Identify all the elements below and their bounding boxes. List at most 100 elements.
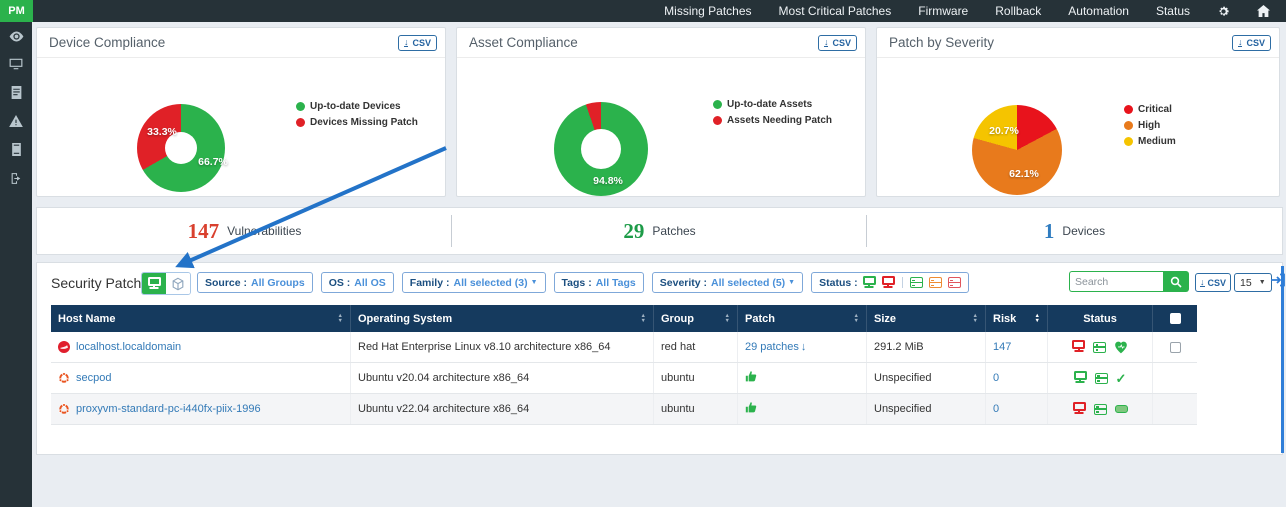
row-checkbox[interactable] xyxy=(1169,341,1181,353)
patch-severity-chart[interactable] xyxy=(972,105,1062,195)
col-host-name[interactable]: Host Name xyxy=(51,305,351,332)
view-toggle xyxy=(141,272,191,295)
stat-label: Patches xyxy=(652,224,696,238)
col-size[interactable]: Size xyxy=(867,305,986,332)
chevron-down-icon xyxy=(788,279,795,286)
select-cell xyxy=(1153,332,1197,362)
csv-export-button[interactable]: CSV xyxy=(397,34,437,51)
table-row[interactable]: localhost.localdomain Red Hat Enterprise… xyxy=(51,332,1197,363)
nav-most-critical-patches[interactable]: Most Critical Patches xyxy=(778,4,892,18)
legend-item[interactable]: Up-to-date Assets xyxy=(713,99,832,110)
server-red xyxy=(947,277,961,288)
settings-gear-icon[interactable] xyxy=(1217,5,1230,18)
search-input[interactable] xyxy=(1069,271,1163,292)
asset-compliance-chart[interactable] xyxy=(554,102,648,196)
redhat-os-icon xyxy=(58,341,70,353)
csv-export-button[interactable]: CSV xyxy=(817,34,857,51)
pm-logo[interactable]: PM xyxy=(0,0,33,22)
legend-dot xyxy=(1124,121,1133,130)
monitor-red xyxy=(1072,340,1085,354)
host-link[interactable]: localhost.localdomain xyxy=(76,341,182,353)
device-compliance-chart[interactable] xyxy=(137,104,225,192)
status-cell xyxy=(1048,394,1153,424)
filter-os[interactable]: OS : All OS xyxy=(320,272,394,293)
legend-item[interactable]: Up-to-date Devices xyxy=(296,101,418,112)
os-cell: Red Hat Enterprise Linux v8.10 architect… xyxy=(351,332,654,362)
nav-menu: Missing Patches Most Critical Patches Fi… xyxy=(664,4,1286,18)
nav-status[interactable]: Status xyxy=(1155,4,1190,18)
search-button[interactable] xyxy=(1163,271,1189,292)
filter-tags[interactable]: Tags : All Tags xyxy=(553,272,644,293)
legend-item[interactable]: Medium xyxy=(1124,136,1176,147)
security-patches-toolbar: Security Patches Source : All Groups OS … xyxy=(37,263,1285,303)
col-status[interactable]: Status xyxy=(1048,305,1153,332)
host-link[interactable]: secpod xyxy=(76,372,112,384)
filter-severity[interactable]: Severity : All selected (5) xyxy=(651,272,804,293)
legend-dot xyxy=(1124,105,1133,114)
size-cell: 291.2 MiB xyxy=(867,332,986,362)
expand-panel-icon[interactable] xyxy=(1270,272,1286,288)
col-operating-system[interactable]: Operating System xyxy=(351,305,654,332)
status-filter-icons xyxy=(862,275,961,290)
home-icon[interactable] xyxy=(1257,5,1270,17)
security-patches-panel: Security Patches Source : All Groups OS … xyxy=(36,262,1285,455)
nav-automation[interactable]: Automation xyxy=(1068,4,1129,18)
col-select-all[interactable] xyxy=(1153,305,1197,332)
patches-link[interactable]: 29 patches xyxy=(745,341,799,353)
nav-firmware[interactable]: Firmware xyxy=(918,4,969,18)
legend-item[interactable]: Devices Missing Patch xyxy=(296,117,418,128)
legend-item[interactable]: Assets Needing Patch xyxy=(713,115,832,126)
monitor-red xyxy=(1072,402,1086,416)
logout-icon[interactable] xyxy=(10,172,23,185)
col-risk[interactable]: Risk xyxy=(986,305,1048,332)
chart-legend: Up-to-date Devices Devices Missing Patch xyxy=(296,101,418,128)
eye-icon[interactable] xyxy=(9,31,24,42)
heart-green xyxy=(1114,341,1128,354)
table-row[interactable]: secpod Ubuntu v20.04 architecture x86_64… xyxy=(51,363,1197,394)
legend-dot xyxy=(713,116,722,125)
legend-item[interactable]: Critical xyxy=(1124,104,1176,115)
monitor-view-icon xyxy=(147,276,161,286)
host-link[interactable]: proxyvm-standard-pc-i440fx-piix-1996 xyxy=(76,403,261,415)
monitor-view-toggle-button[interactable] xyxy=(142,273,166,294)
filter-status[interactable]: Status : xyxy=(811,272,969,293)
monitor-green xyxy=(862,275,876,290)
csv-export-button[interactable]: CSV xyxy=(1231,34,1271,51)
col-patch[interactable]: Patch xyxy=(738,305,867,332)
devices-monitor-icon[interactable] xyxy=(9,58,23,70)
filter-bar: Source : All Groups OS : All OS Family :… xyxy=(197,272,969,293)
report-list-icon[interactable] xyxy=(11,86,22,99)
filter-source[interactable]: Source : All Groups xyxy=(197,272,313,293)
table-row[interactable]: proxyvm-standard-pc-i440fx-piix-1996 Ubu… xyxy=(51,394,1197,425)
os-cell: Ubuntu v22.04 architecture x86_64 xyxy=(351,394,654,424)
legend-dot xyxy=(296,102,305,111)
legend-item[interactable]: High xyxy=(1124,120,1176,131)
nav-rollback[interactable]: Rollback xyxy=(995,4,1042,18)
select-all-checkbox[interactable] xyxy=(1169,313,1181,324)
download-icon xyxy=(1200,278,1205,287)
server-orange xyxy=(928,277,942,288)
cube-view-toggle-button[interactable] xyxy=(166,273,190,294)
alerts-warning-icon[interactable] xyxy=(9,115,23,127)
stat-label: Vulnerabilities xyxy=(227,224,302,238)
csv-export-button[interactable]: CSV xyxy=(1195,273,1232,292)
check-green: ✓ xyxy=(1115,370,1127,386)
download-icon xyxy=(403,38,409,47)
filter-family[interactable]: Family : All selected (3) xyxy=(401,272,546,293)
monitor-red xyxy=(881,275,895,290)
summary-stats-strip: 147 Vulnerabilities 29 Patches 1 Devices xyxy=(36,207,1283,255)
patch-cell: 29 patches ↓ xyxy=(738,332,867,362)
monitor-green xyxy=(1073,371,1087,385)
sort-icon-active xyxy=(1035,314,1040,324)
search-box xyxy=(1069,271,1189,292)
risk-cell: 0 xyxy=(986,394,1048,424)
page-size-select[interactable]: 15 xyxy=(1234,273,1272,292)
ubuntu-os-icon xyxy=(58,372,70,384)
col-group[interactable]: Group xyxy=(654,305,738,332)
group-cell: ubuntu xyxy=(654,363,738,393)
nav-missing-patches[interactable]: Missing Patches xyxy=(664,4,752,18)
table-header: Host Name Operating System Group Patch S… xyxy=(51,305,1197,332)
arrow-down-blue: ↓ xyxy=(800,341,807,353)
redhat-icon xyxy=(58,341,70,353)
storage-drive-icon[interactable] xyxy=(11,143,22,156)
